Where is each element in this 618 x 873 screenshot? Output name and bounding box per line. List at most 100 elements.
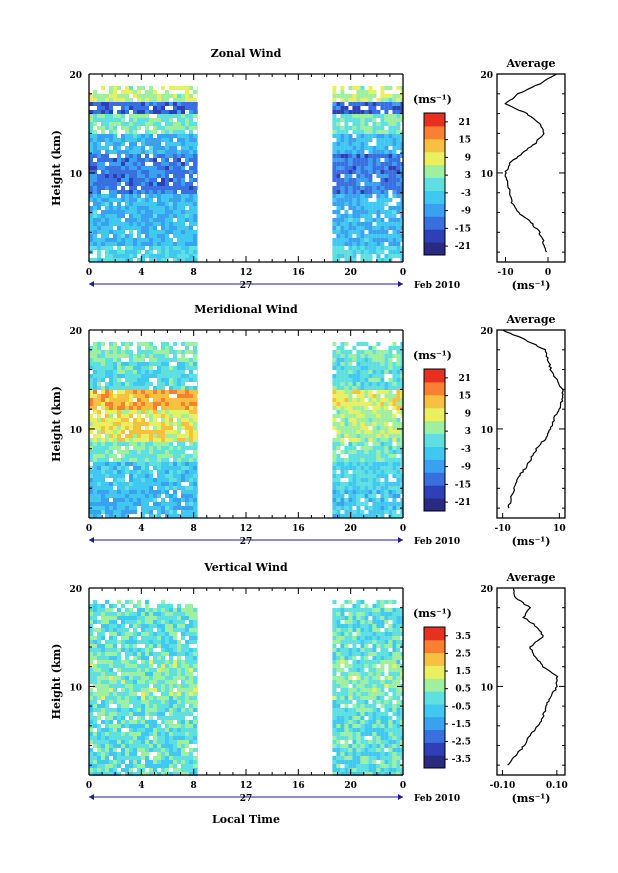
heatmap-cell [396, 162, 401, 166]
heatmap-cell [352, 202, 357, 206]
heatmap-cell [181, 182, 185, 186]
heatmap-cell [113, 146, 117, 150]
heatmap-cell [93, 482, 97, 486]
heatmap-cell [392, 366, 397, 370]
heatmap-cell [157, 138, 161, 142]
heatmap-cell [137, 394, 141, 398]
heatmap-cell [129, 740, 133, 744]
heatmap-cell [125, 656, 129, 660]
heatmap-cell [109, 250, 113, 254]
heatmap-cell [101, 454, 105, 458]
heatmap-cell [121, 354, 125, 358]
heatmap-cell [193, 170, 197, 174]
heatmap-cell [384, 470, 389, 474]
heatmap-cell [177, 704, 181, 708]
heatmap-cell [133, 378, 137, 382]
heatmap-cell [376, 250, 381, 254]
heatmap-cell [129, 672, 133, 676]
x-tick-label: 4 [138, 524, 144, 534]
heatmap-cell [193, 716, 197, 720]
heatmap-cell [372, 186, 377, 190]
heatmap-cell [117, 692, 121, 696]
heatmap-cell [145, 222, 149, 226]
heatmap-cell [193, 676, 197, 680]
heatmap-cell [133, 676, 137, 680]
heatmap-cell [149, 740, 153, 744]
heatmap-cell [197, 462, 198, 466]
heatmap-cell [173, 382, 177, 386]
heatmap-cell [348, 402, 353, 406]
heatmap-cell [189, 688, 193, 692]
heatmap-cell [113, 688, 117, 692]
x-tick-label: 0 [86, 524, 92, 534]
heatmap-cell [181, 494, 185, 498]
heatmap-cell [137, 656, 141, 660]
heatmap-cell [97, 134, 101, 138]
heatmap-cell [400, 90, 403, 94]
heatmap-cell [173, 446, 177, 450]
heatmap-cell [348, 134, 353, 138]
heatmap-cell [93, 90, 97, 94]
heatmap-cell [173, 166, 177, 170]
heatmap-cell [97, 178, 101, 182]
heatmap-cell [376, 238, 381, 242]
heatmap-cell [360, 174, 365, 178]
heatmap-cell [161, 362, 165, 366]
heatmap-cell [392, 414, 397, 418]
heatmap-cell [89, 390, 93, 394]
heatmap-cell [89, 394, 93, 398]
heatmap-cell [117, 736, 121, 740]
heatmap-cell [129, 222, 133, 226]
heatmap-cell [372, 438, 377, 442]
heatmap-cell [141, 354, 145, 358]
heatmap-cell [336, 142, 341, 146]
heatmap-cell [145, 394, 149, 398]
heatmap-cell [388, 414, 393, 418]
heatmap-cell [177, 486, 181, 490]
heatmap-cell [165, 660, 169, 664]
heatmap-cell [364, 114, 369, 118]
heatmap-cell [336, 354, 341, 358]
heatmap-cell [364, 158, 369, 162]
heatmap-cell [169, 700, 173, 704]
heatmap-cell [109, 366, 113, 370]
heatmap-cell [348, 110, 353, 114]
heatmap-cell [161, 454, 165, 458]
heatmap-cell [177, 454, 181, 458]
heatmap-cell [185, 462, 189, 466]
heatmap-cell [117, 422, 121, 426]
heatmap-cell [101, 486, 105, 490]
heatmap-cell [173, 122, 177, 126]
heatmap-cell [348, 486, 353, 490]
heatmap-cell [121, 688, 125, 692]
heatmap-cell [173, 740, 177, 744]
heatmap-cell [141, 502, 145, 506]
heatmap-cell [141, 442, 145, 446]
heatmap-cell [109, 102, 113, 106]
heatmap-cell [356, 138, 361, 142]
heatmap-cell [133, 94, 137, 98]
heatmap-cell [356, 102, 361, 106]
heatmap-cell [185, 672, 189, 676]
heatmap-cell [189, 736, 193, 740]
heatmap-cell [125, 454, 129, 458]
heatmap-cell [169, 752, 173, 756]
heatmap-cell [348, 222, 353, 226]
heatmap-cell [157, 194, 161, 198]
heatmap-cell [121, 194, 125, 198]
heatmap-cell [380, 406, 385, 410]
heatmap-cell [105, 138, 109, 142]
heatmap-cell [169, 126, 173, 130]
heatmap-cell [376, 366, 381, 370]
heatmap-cell [161, 102, 165, 106]
heatmap-cell [105, 510, 109, 514]
heatmap-cell [185, 494, 189, 498]
x-tick-label: 4 [138, 268, 144, 278]
heatmap-cell [149, 510, 153, 514]
heatmap-cell [137, 154, 141, 158]
heatmap-cell [165, 194, 169, 198]
heatmap-cell [169, 612, 173, 616]
heatmap-cell [101, 756, 105, 760]
heatmap-cell [193, 510, 197, 514]
colorbar-frame [423, 112, 446, 256]
